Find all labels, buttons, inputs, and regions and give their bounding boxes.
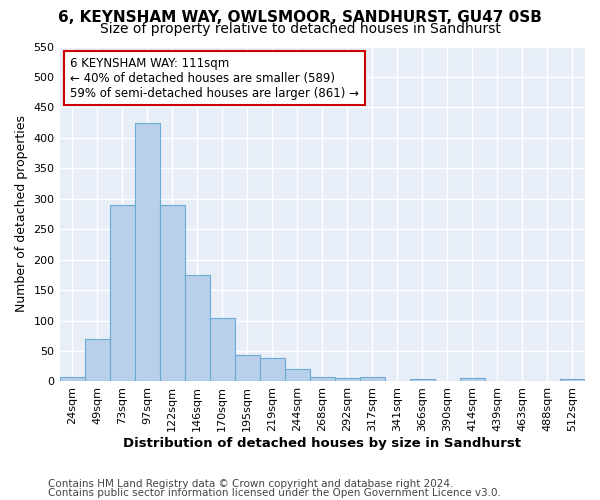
Bar [110,205,134,382]
Bar [185,275,209,382]
Bar [134,122,160,382]
Bar [235,356,260,382]
Text: 6 KEYNSHAM WAY: 111sqm
← 40% of detached houses are smaller (589)
59% of semi-de: 6 KEYNSHAM WAY: 111sqm ← 40% of detached… [70,56,359,100]
Bar [160,205,185,382]
Text: 6, KEYNSHAM WAY, OWLSMOOR, SANDHURST, GU47 0SB: 6, KEYNSHAM WAY, OWLSMOOR, SANDHURST, GU… [58,10,542,25]
Bar [360,376,385,382]
Bar [260,358,285,382]
Bar [59,376,85,382]
X-axis label: Distribution of detached houses by size in Sandhurst: Distribution of detached houses by size … [123,437,521,450]
Bar [335,378,360,382]
Bar [310,376,335,382]
Bar [85,339,110,382]
Bar [560,379,585,382]
Bar [209,318,235,382]
Text: Contains HM Land Registry data © Crown copyright and database right 2024.: Contains HM Land Registry data © Crown c… [48,479,454,489]
Y-axis label: Number of detached properties: Number of detached properties [15,116,28,312]
Bar [410,379,435,382]
Bar [460,378,485,382]
Text: Contains public sector information licensed under the Open Government Licence v3: Contains public sector information licen… [48,488,501,498]
Bar [285,370,310,382]
Text: Size of property relative to detached houses in Sandhurst: Size of property relative to detached ho… [100,22,500,36]
